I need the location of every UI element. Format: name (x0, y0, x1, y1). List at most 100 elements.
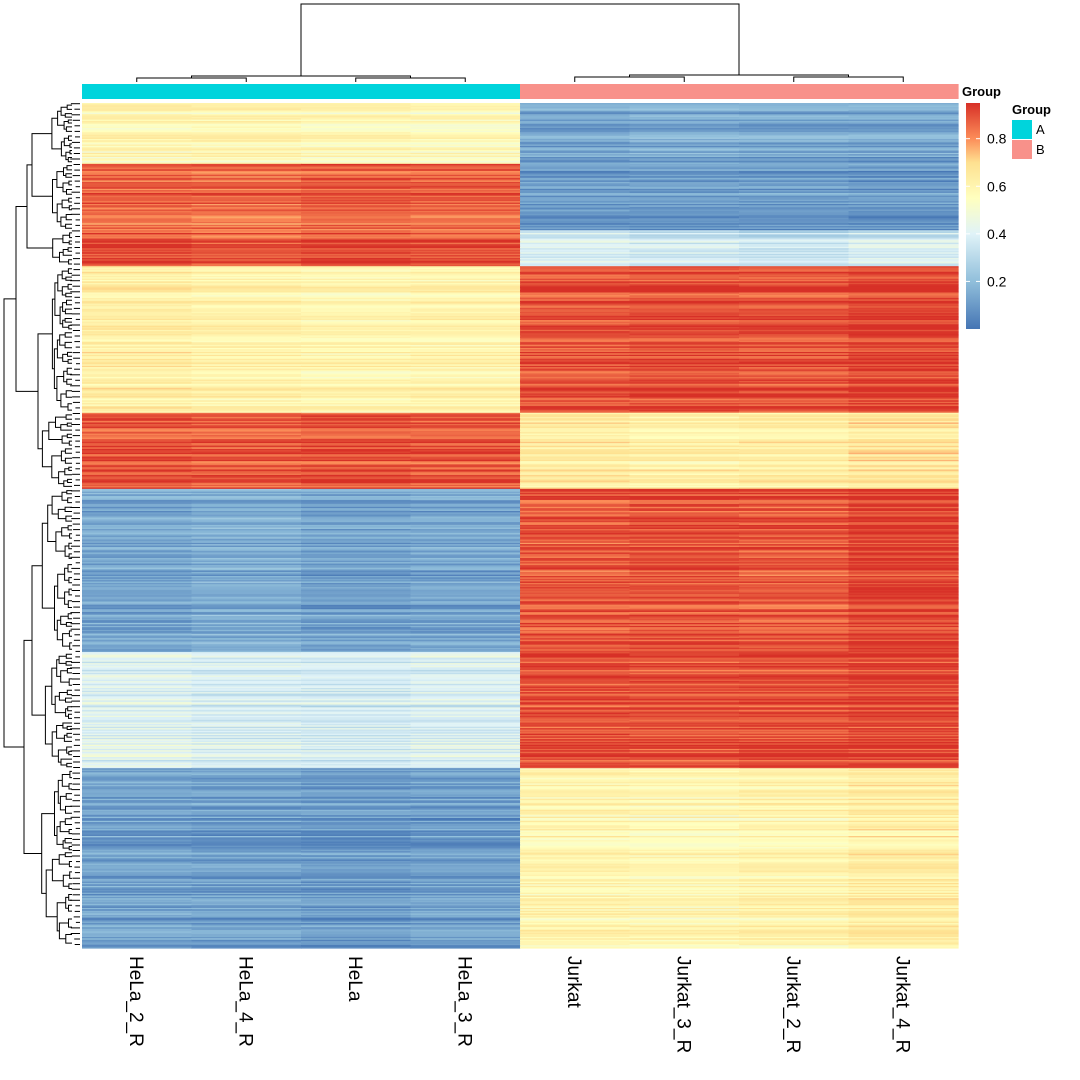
heatmap-cell (848, 310, 959, 313)
heatmap-cell (410, 852, 521, 855)
heatmap-cell (848, 314, 959, 317)
heatmap-cell (629, 129, 740, 132)
heatmap-cell (739, 205, 850, 208)
heatmap-cell (191, 152, 302, 155)
heatmap-cell (82, 451, 193, 454)
heatmap-cell (520, 777, 631, 780)
dendrogram-link (41, 522, 55, 609)
heatmap-cell (301, 747, 412, 750)
heatmap-cell (301, 150, 412, 152)
heatmap-cell (301, 878, 412, 881)
heatmap-cell (191, 820, 302, 823)
heatmap-cell (410, 327, 521, 330)
heatmap-cell (82, 522, 193, 525)
heatmap-cell (739, 152, 850, 155)
heatmap-cell (739, 564, 850, 567)
heatmap-cell (739, 830, 850, 833)
heatmap-cell (191, 657, 302, 660)
heatmap-cell (191, 188, 302, 191)
heatmap-cell (82, 826, 193, 829)
heatmap-cell (82, 422, 193, 425)
heatmap-cell (520, 357, 631, 360)
heatmap-cell (739, 320, 850, 323)
heatmap-cell (629, 598, 740, 601)
heatmap-cell (848, 217, 959, 220)
heatmap-cell (82, 190, 193, 193)
heatmap-cell (520, 313, 631, 316)
heatmap-cell (191, 296, 302, 299)
heatmap-cell (191, 223, 302, 226)
heatmap-cell (629, 188, 740, 191)
heatmap-cell (191, 441, 302, 444)
heatmap-cell (410, 277, 521, 280)
heatmap-cell (629, 213, 740, 216)
heatmap-cell (848, 252, 959, 255)
heatmap-cell (848, 198, 959, 201)
heatmap-cell (301, 393, 412, 396)
heatmap-cell (739, 551, 850, 554)
heatmap-cell (301, 739, 412, 742)
heatmap-cell (739, 505, 850, 508)
heatmap-cell (82, 617, 193, 620)
heatmap-cell (82, 541, 193, 544)
heatmap-cell (82, 201, 193, 204)
heatmap-cell (520, 598, 631, 601)
heatmap-cell (629, 712, 740, 715)
heatmap-cell (739, 293, 850, 296)
dendrogram-link (68, 259, 72, 265)
heatmap-cell (301, 346, 412, 349)
heatmap-cell (848, 506, 959, 509)
heatmap-cell (82, 300, 193, 303)
heatmap-cell (301, 522, 412, 525)
heatmap-cell (629, 603, 740, 606)
heatmap-cell (82, 765, 193, 768)
heatmap-cell (191, 104, 302, 107)
heatmap-cell (848, 582, 959, 585)
heatmap-cell (629, 390, 740, 393)
heatmap-cell (848, 169, 959, 172)
heatmap-cell (629, 643, 740, 646)
heatmap-cell (520, 840, 631, 843)
heatmap-cell (848, 143, 959, 146)
heatmap-cell (629, 416, 740, 419)
heatmap-cell (301, 816, 412, 819)
heatmap-cell (520, 220, 631, 223)
heatmap-cell (629, 569, 740, 572)
heatmap-cell (191, 199, 302, 202)
heatmap-cell (739, 881, 850, 884)
heatmap-cell (301, 493, 412, 495)
heatmap-cell (410, 515, 521, 518)
heatmap-cell (629, 538, 740, 541)
heatmap-cell (629, 599, 740, 602)
heatmap-cell (739, 811, 850, 814)
heatmap-cell (520, 451, 631, 454)
heatmap-cell (82, 390, 193, 393)
heatmap-cell (301, 194, 412, 197)
heatmap-cell (629, 894, 740, 897)
heatmap-cell (191, 390, 302, 393)
heatmap-cell (739, 375, 850, 378)
heatmap-cell (520, 140, 631, 143)
heatmap-cell (191, 252, 302, 255)
heatmap-cell (410, 404, 521, 407)
heatmap-cell (848, 360, 959, 363)
heatmap-cell (301, 755, 412, 758)
heatmap-cell (410, 333, 521, 336)
heatmap-cell (629, 824, 740, 827)
heatmap-cell (848, 428, 959, 430)
heatmap-cell (301, 477, 412, 480)
heatmap-cell (739, 765, 850, 768)
heatmap-cell (739, 530, 850, 533)
heatmap-cell (848, 166, 959, 169)
dendrogram-link (57, 573, 65, 599)
heatmap-cell (301, 249, 412, 252)
heatmap-cell (739, 358, 850, 361)
heatmap-cell (410, 253, 521, 256)
heatmap-cell (301, 730, 412, 733)
heatmap-cell (301, 250, 412, 253)
heatmap-cell (629, 863, 740, 866)
heatmap-cell (629, 423, 740, 426)
heatmap-cell (848, 584, 959, 587)
heatmap-cell (82, 419, 193, 422)
heatmap-cell (520, 765, 631, 768)
